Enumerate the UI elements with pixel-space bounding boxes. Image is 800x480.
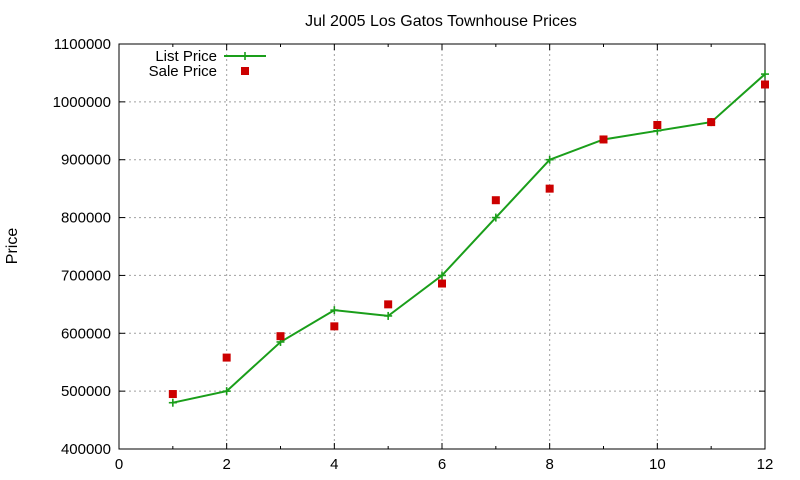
sale-price-point [168,390,177,399]
x-tick-label: 2 [222,456,230,473]
legend-marker-list-price [241,52,249,60]
sale-price-point [545,184,554,193]
chart-title: Jul 2005 Los Gatos Townhouse Prices [305,13,577,30]
y-tick-label: 700000 [61,267,111,284]
list-price-point [761,70,769,79]
list-price-point [384,311,393,320]
legend-label-list-price: List Price [155,48,217,65]
axis-ticks: 400000 500000 600000 700000 800000 900000 1000… [53,36,774,473]
x-tick-label: 4 [330,456,338,473]
sale-price-point [330,322,339,331]
y-tick-label: 900000 [61,152,111,169]
x-tick-label: 6 [438,456,446,473]
list-price-point [168,398,177,407]
sale-price-point [384,300,393,309]
grid-lines [119,44,765,449]
sale-price-point [438,279,446,288]
list-price-point [222,387,231,396]
sale-price-point [599,135,608,144]
y-tick-label: 800000 [61,210,111,227]
list-price-point [330,306,339,315]
sale-price-point [491,196,500,205]
series [168,70,769,407]
legend-plus [241,52,249,60]
y-tick-label: 1000000 [53,94,111,111]
x-tick-label: 0 [115,456,123,473]
legend: List Price Sale Price [149,48,266,80]
list-price-point [438,271,446,280]
sale-price-point [276,332,285,341]
list-price-point [545,155,554,164]
sale-price-point [653,121,662,129]
list-price-line [172,73,766,404]
x-tick-label: 8 [545,456,553,473]
y-tick-label: 1100000 [54,36,111,53]
sale-price-point [222,353,231,362]
sale-price-point [707,118,716,127]
x-tick-label: 12 [757,456,774,473]
y-tick-label: 400000 [61,441,111,458]
x-tick-label: 10 [649,456,666,473]
legend-marker-sale-price [241,67,249,75]
y-axis-label: Price [4,228,21,265]
y-tick-label: 600000 [61,325,111,342]
list-price-point [491,213,500,222]
y-tick-label: 500000 [61,383,111,400]
legend-label-sale-price: Sale Price [149,63,217,80]
sale-price-point [761,80,769,89]
